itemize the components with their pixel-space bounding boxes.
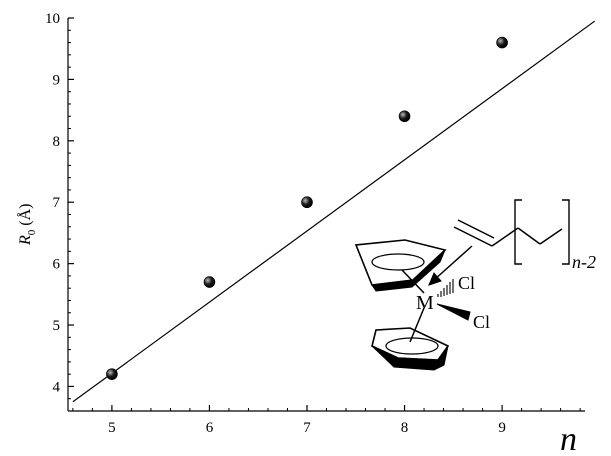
right-bracket [562,200,569,264]
y-tick-label: 9 [53,72,61,88]
y-tick-label: 10 [45,11,60,27]
lower-cyclopentadienyl-ring [372,328,448,370]
axes [68,18,585,411]
y-tick-label: 5 [53,318,61,334]
data-point [497,37,508,48]
x-tick-label: 9 [498,420,506,436]
x-ticks: 5 6 7 8 9 [73,405,580,436]
x-tick-label: 8 [401,420,409,436]
fit-line-group [73,21,595,402]
wedge-bond [437,304,470,320]
chloride-label-top: Cl [458,273,475,293]
alkene-chain [454,220,562,246]
data-point [399,111,410,122]
left-bracket [515,200,522,264]
y-axis-label: R0(Å) [16,204,38,247]
y-tick-label: 7 [53,195,61,211]
x-tick-label: 7 [303,420,311,436]
y-tick-label: 4 [53,379,61,395]
data-point [301,197,312,208]
fit-line [73,21,595,402]
data-points [106,37,507,380]
repeat-count-label: n-2 [572,252,596,272]
chloride-label-bottom: Cl [473,312,490,332]
x-axis-label: n [560,421,577,456]
y-tick-label: 8 [53,134,61,150]
x-tick-label: 6 [206,420,214,436]
y-tick-label: 6 [53,257,61,273]
data-point [204,277,215,288]
y-ticks: 4 5 6 7 8 9 10 [45,11,74,399]
metal-label: M [416,292,434,314]
x-tick-label: 5 [108,420,116,436]
data-point [106,369,117,380]
